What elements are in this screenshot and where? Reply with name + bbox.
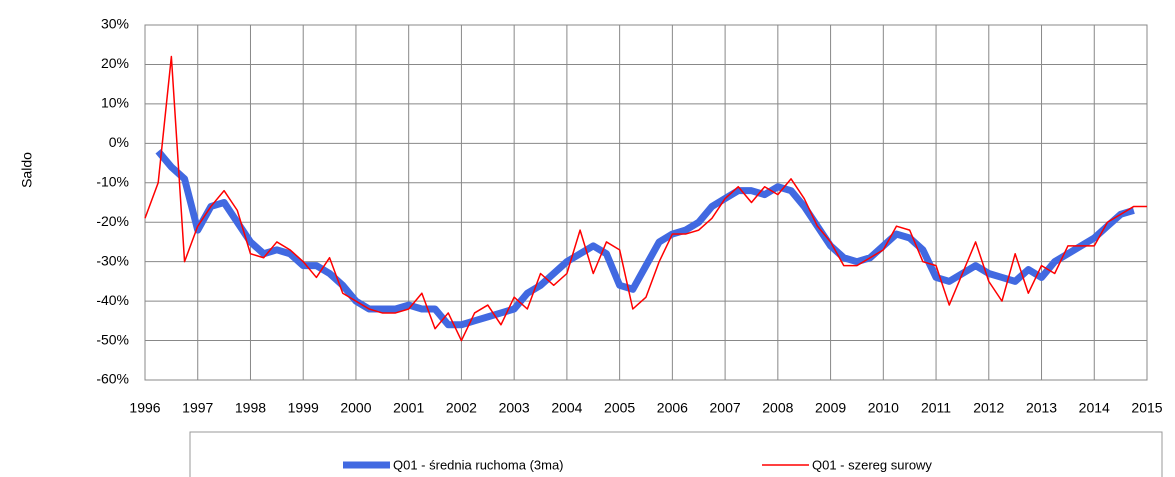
x-tick-label: 1998 (235, 400, 266, 416)
legend-box (189, 431, 1163, 477)
x-tick-label: 2001 (393, 400, 424, 416)
y-tick-label: -40% (96, 292, 129, 308)
x-tick-label: 2000 (340, 400, 371, 416)
x-tick-label: 2015 (1131, 400, 1162, 416)
y-axis-label: Saldo (19, 152, 35, 188)
x-tick-label: 2011 (921, 400, 951, 416)
x-tick-label: 2009 (815, 400, 846, 416)
y-tick-label: 10% (101, 95, 129, 111)
plot-border (144, 24, 1148, 381)
y-tick-label: 20% (101, 55, 129, 71)
y-tick-label: -30% (96, 252, 129, 268)
x-tick-label: 2014 (1079, 400, 1110, 416)
legend-label: Q01 - szereg surowy (812, 457, 932, 472)
x-tick-label: 2004 (551, 400, 582, 416)
legend-label: Q01 - średnia ruchoma (3ma) (393, 457, 564, 472)
y-tick-label: 0% (109, 134, 129, 150)
x-tick-label: 2002 (446, 400, 477, 416)
x-tick-label: 1997 (182, 400, 213, 416)
x-tick-label: 2013 (1026, 400, 1057, 416)
y-tick-label: -10% (96, 173, 129, 189)
x-tick-label: 2007 (710, 400, 741, 416)
x-tick-label: 2012 (973, 400, 1004, 416)
series-line (155, 148, 1135, 329)
x-tick-label: 1996 (129, 400, 160, 416)
series-line (144, 55, 1147, 342)
y-tick-label: -20% (96, 213, 129, 229)
y-tick-label: -60% (96, 371, 129, 387)
x-tick-label: 2008 (762, 400, 793, 416)
y-tick-label: 30% (101, 16, 129, 32)
x-tick-label: 2006 (657, 400, 688, 416)
y-tick-label: -50% (96, 331, 129, 347)
x-tick-label: 1999 (288, 400, 319, 416)
x-tick-label: 2010 (868, 400, 899, 416)
x-tick-label: 2005 (604, 400, 635, 416)
x-tick-label: 2003 (499, 400, 530, 416)
